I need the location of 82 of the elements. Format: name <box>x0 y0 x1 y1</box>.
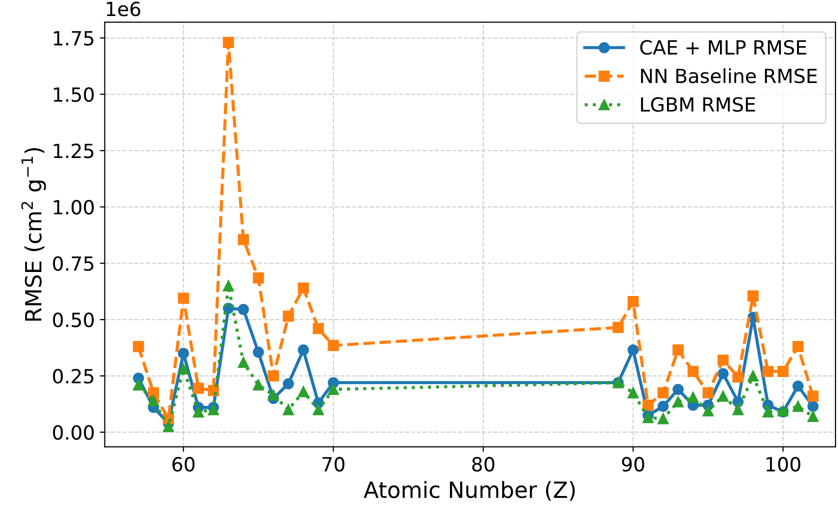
legend-label: LGBM RMSE <box>641 97 756 112</box>
point <box>628 344 639 356</box>
point <box>672 396 684 408</box>
point <box>282 310 294 322</box>
point <box>792 400 804 412</box>
y-tick-label: 0.50 <box>53 312 94 328</box>
point <box>238 304 249 315</box>
point <box>178 364 189 375</box>
point <box>747 290 759 302</box>
point <box>298 344 309 356</box>
point <box>238 234 249 246</box>
point <box>298 386 309 398</box>
point <box>252 346 264 358</box>
point <box>208 404 219 416</box>
point <box>628 296 639 308</box>
y-tick-label: 0.75 <box>53 256 94 271</box>
point <box>702 405 714 416</box>
point <box>162 421 174 432</box>
point <box>762 366 774 377</box>
point <box>732 404 744 416</box>
y-tick-label: 0.00 <box>53 425 94 440</box>
point <box>178 348 189 359</box>
point <box>312 404 324 416</box>
point <box>762 406 774 418</box>
point <box>792 380 804 392</box>
point <box>807 400 819 412</box>
point <box>282 378 294 390</box>
point <box>132 341 144 352</box>
point <box>718 390 729 402</box>
x-tick-label: 70 <box>322 456 344 472</box>
x-tick-label: 90 <box>622 456 644 472</box>
point <box>718 368 729 380</box>
y-tick-label: 0.25 <box>53 368 94 384</box>
point <box>658 400 669 412</box>
point <box>612 322 624 334</box>
point <box>132 379 144 390</box>
point <box>282 404 294 416</box>
point <box>312 323 324 334</box>
x-axis-title: Atomic Number (Z) <box>364 480 575 501</box>
x-tick-label: 100 <box>766 456 800 472</box>
y-tick-label: 1.00 <box>54 200 94 215</box>
point <box>268 389 279 401</box>
point <box>672 384 684 395</box>
point <box>718 354 729 366</box>
point <box>732 371 744 383</box>
point <box>222 36 234 48</box>
point <box>702 387 714 398</box>
x-tick-label: 60 <box>172 456 195 472</box>
point <box>328 340 339 352</box>
point <box>238 356 249 368</box>
x-tick-label: 80 <box>472 456 494 472</box>
point <box>178 292 189 304</box>
point <box>688 392 699 403</box>
y-tick-label: 1.50 <box>54 87 94 102</box>
point <box>328 384 339 395</box>
point <box>252 272 264 284</box>
y-axis-title: RMSE (cm$^{2}$ g$^{−1}$) <box>21 148 46 321</box>
point <box>298 282 309 294</box>
point <box>658 413 669 424</box>
text: 1e6 <box>106 2 140 16</box>
point <box>642 400 654 411</box>
point <box>252 379 264 390</box>
y-tick-label: 1.75 <box>54 31 94 46</box>
y-tick-label: 1.25 <box>54 144 94 158</box>
point <box>192 406 204 418</box>
legend-label: NN Baseline RMSE <box>641 68 817 84</box>
legend-label: CAE + MLP RMSE <box>640 40 806 55</box>
point <box>747 370 759 382</box>
point <box>268 370 279 382</box>
point <box>642 412 654 424</box>
point <box>688 366 699 377</box>
point <box>672 344 684 356</box>
point <box>222 280 234 292</box>
point <box>792 341 804 352</box>
point <box>148 387 160 398</box>
point <box>628 387 639 398</box>
point <box>777 366 789 377</box>
point <box>807 390 819 402</box>
point <box>807 410 819 422</box>
point <box>658 387 669 398</box>
point <box>148 395 160 406</box>
point <box>192 382 204 394</box>
